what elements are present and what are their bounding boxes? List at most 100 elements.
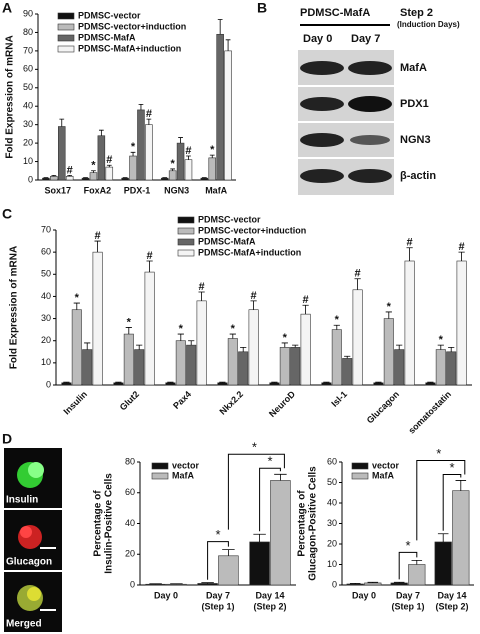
bracket: [227, 453, 285, 530]
y-tick-label: 50: [41, 269, 51, 279]
micrographs: [4, 448, 62, 632]
y-tick-label: 0: [130, 579, 135, 589]
y-tick-label: 0: [332, 579, 337, 589]
error-bar: [458, 251, 465, 261]
error-bar: [73, 302, 80, 310]
band-label: β-actin: [400, 170, 436, 182]
error-bar: [222, 549, 235, 556]
y-axis-label: Fold Expression of mRNA: [5, 35, 16, 158]
panel-letter: C: [2, 206, 12, 222]
significance-mark: #: [67, 164, 73, 176]
bracket-label: *: [267, 454, 272, 469]
error-bar: [51, 174, 57, 177]
blot-line: [300, 24, 390, 26]
bar: [89, 172, 98, 181]
legend-label: MafA: [372, 470, 394, 480]
bar: [50, 176, 58, 181]
significance-mark: *: [283, 332, 288, 344]
bar: [184, 159, 193, 181]
bar: [134, 349, 145, 386]
y-tick-label: 70: [41, 224, 51, 234]
significance-mark: #: [303, 294, 309, 306]
error-bar: [437, 533, 449, 542]
legend-label: PDMSC-vector: [198, 214, 261, 224]
error-bar: [63, 381, 70, 383]
error-bar: [186, 155, 191, 160]
significance-mark: #: [146, 108, 152, 120]
blot-step-note: (Induction Days): [397, 20, 460, 29]
error-bar: [375, 381, 382, 383]
bar: [342, 358, 353, 386]
band-label: NGN3: [400, 134, 431, 146]
x-tick-label: Insulin: [62, 389, 90, 417]
error-bar: [170, 168, 176, 171]
bar: [269, 382, 280, 386]
bracket-label: *: [449, 460, 454, 475]
y-tick-label: 0: [46, 379, 51, 389]
error-bar: [411, 560, 423, 565]
error-bar: [225, 39, 231, 51]
error-bar: [217, 19, 223, 35]
bar: [224, 50, 232, 181]
legend-swatch: [151, 462, 169, 470]
error-bar: [448, 346, 455, 352]
y-tick-label: 90: [23, 8, 33, 18]
bar: [238, 351, 249, 386]
bar: [331, 329, 342, 386]
bracket: [207, 541, 229, 580]
lane-label: Day 0: [303, 33, 332, 45]
bar: [186, 344, 197, 386]
significance-mark: #: [355, 268, 361, 280]
error-bar: [271, 381, 278, 383]
error-bar: [219, 381, 226, 383]
bar: [197, 583, 218, 586]
bar: [248, 309, 259, 386]
y-tick-label: 20: [23, 137, 33, 147]
bar: [145, 124, 153, 181]
error-bar: [167, 381, 174, 383]
bar: [123, 333, 134, 386]
significance-mark: #: [407, 237, 413, 249]
y-tick-label: 60: [23, 64, 33, 74]
bar: [105, 166, 114, 181]
bar: [137, 109, 145, 181]
y-axis-label: Percentage of: [93, 490, 104, 557]
bracket: [259, 467, 281, 532]
y-tick-label: 60: [125, 487, 135, 497]
error-bar: [59, 118, 65, 127]
legend-label: PDMSC-MafA+induction: [78, 43, 181, 53]
bar: [270, 480, 291, 586]
significance-mark: *: [387, 301, 392, 313]
significance-mark: *: [179, 323, 184, 335]
error-bar: [281, 342, 288, 348]
legend-label: PDMSC-vector+induction: [78, 21, 186, 31]
bar: [425, 382, 436, 386]
bar: [290, 347, 301, 386]
bar: [61, 382, 72, 386]
x-tick-label: Day 0: [154, 590, 178, 600]
error-bar: [253, 533, 266, 542]
significance-mark: *: [439, 334, 444, 346]
x-tick-label: somatostatin: [406, 389, 453, 436]
y-tick-label: 10: [41, 357, 51, 367]
error-bar: [437, 344, 444, 350]
x-tick-label: Day 7: [206, 590, 230, 600]
significance-mark: *: [170, 158, 175, 170]
error-bar: [209, 154, 215, 158]
legend-label: vector: [372, 460, 400, 470]
bar: [279, 347, 290, 386]
error-bar: [229, 333, 236, 339]
bar: [446, 351, 457, 386]
bar: [249, 541, 270, 586]
error-bar: [323, 381, 330, 383]
bar: [42, 177, 50, 181]
x-tick-label: MafA: [205, 185, 227, 195]
error-bar: [385, 311, 392, 319]
error-bar: [201, 177, 207, 179]
bar: [352, 289, 363, 386]
bar: [196, 300, 207, 386]
blot-image: [298, 50, 394, 195]
error-bar: [106, 164, 112, 168]
bar: [452, 490, 470, 586]
